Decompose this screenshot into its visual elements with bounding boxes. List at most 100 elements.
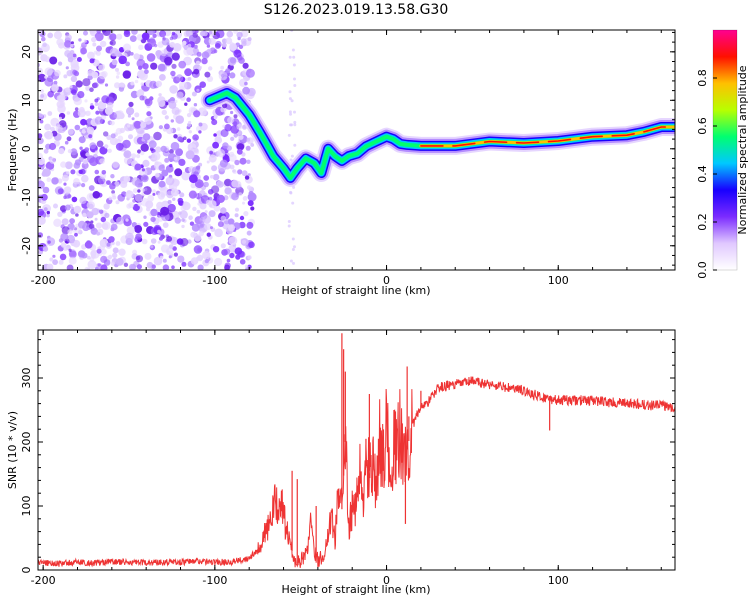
noise-blob xyxy=(118,248,126,256)
noise-blob xyxy=(50,126,55,132)
noise-blob xyxy=(70,44,74,48)
noise-blob xyxy=(147,38,157,48)
noise-blob xyxy=(65,34,72,42)
noise-blob xyxy=(144,187,148,191)
noise-blob xyxy=(49,56,58,65)
noise-blob xyxy=(86,255,91,260)
noise-blob xyxy=(170,70,176,77)
noise-blob xyxy=(170,141,180,151)
noise-blob xyxy=(223,76,227,80)
y-tick-label: 10 xyxy=(20,93,33,107)
noise-blob xyxy=(153,131,162,141)
noise-blob xyxy=(149,96,154,101)
noise-blob xyxy=(140,82,144,86)
noise-blob xyxy=(194,30,199,34)
noise-blob xyxy=(158,164,165,171)
noise-blob xyxy=(213,49,218,54)
spectrogram-frame xyxy=(37,29,676,271)
noise-blob xyxy=(291,48,295,52)
noise-blob xyxy=(158,99,166,108)
noise-blob xyxy=(293,84,297,87)
noise-blob xyxy=(122,139,131,149)
noise-blob xyxy=(173,134,178,139)
noise-blob xyxy=(175,115,184,124)
noise-blob xyxy=(204,259,209,264)
noise-blob xyxy=(182,40,187,46)
noise-blob xyxy=(51,84,59,92)
spectrogram-y-ticks: 20 10 0 -10 -20 xyxy=(20,31,675,266)
noise-blob xyxy=(167,203,176,213)
noise-blob xyxy=(239,215,245,221)
noise-blob xyxy=(77,91,85,99)
noise-blob xyxy=(162,258,167,263)
noise-blob xyxy=(51,177,59,185)
noise-blob xyxy=(239,221,246,229)
noise-blob xyxy=(96,231,101,236)
noise-blob xyxy=(173,252,178,257)
noise-blob xyxy=(222,124,226,128)
noise-blob xyxy=(71,89,77,95)
noise-blob xyxy=(178,158,186,166)
noise-blob xyxy=(149,80,158,89)
noise-blob xyxy=(173,156,178,161)
noise-blob xyxy=(287,133,291,137)
noise-blob xyxy=(155,146,162,153)
noise-blob xyxy=(246,137,251,142)
noise-blob xyxy=(188,190,197,199)
noise-blob xyxy=(193,44,198,49)
noise-blob xyxy=(152,189,156,194)
noise-blob xyxy=(199,81,206,88)
noise-blob xyxy=(161,109,167,116)
noise-blob xyxy=(115,258,124,266)
colorbar-tick-label: 0.2 xyxy=(696,213,709,231)
noise-blob xyxy=(210,226,213,230)
noise-blob xyxy=(89,87,94,92)
x-tick-label: 100 xyxy=(548,274,569,287)
noise-blob xyxy=(115,67,119,72)
noise-blob xyxy=(178,60,187,69)
noise-blob xyxy=(198,65,203,70)
chart-title: S126.2023.019.13.58.G30 xyxy=(264,2,449,18)
noise-blob xyxy=(136,34,144,41)
noise-blob xyxy=(229,164,235,170)
snr-plot-area xyxy=(38,330,675,570)
noise-blob xyxy=(208,37,216,45)
noise-blob xyxy=(116,110,124,117)
noise-blob xyxy=(126,107,135,116)
noise-blob xyxy=(73,162,81,169)
noise-blob xyxy=(63,195,67,200)
noise-blob xyxy=(214,43,221,49)
noise-blob xyxy=(59,253,67,261)
noise-blob xyxy=(111,190,115,194)
noise-blob xyxy=(82,158,89,165)
noise-blob xyxy=(170,236,179,246)
noise-blob xyxy=(91,36,97,43)
colorbar-tick-label: 0.6 xyxy=(696,117,709,135)
noise-blob xyxy=(98,71,107,80)
noise-blob xyxy=(44,56,51,63)
noise-blob xyxy=(143,215,147,219)
noise-blob xyxy=(66,111,71,115)
noise-blob xyxy=(100,40,107,48)
noise-blob xyxy=(170,188,179,197)
noise-blob xyxy=(84,240,93,249)
noise-blob xyxy=(220,74,225,78)
noise-blob xyxy=(178,81,188,90)
noise-blob xyxy=(192,32,198,38)
noise-blob xyxy=(79,196,87,204)
noise-blob xyxy=(84,99,88,103)
noise-blob xyxy=(126,124,131,128)
noise-blob xyxy=(133,120,142,129)
noise-blob xyxy=(203,181,209,188)
noise-blob xyxy=(293,77,296,81)
noise-blob xyxy=(78,169,83,174)
noise-blob xyxy=(183,136,187,140)
noise-blob xyxy=(143,221,149,227)
noise-blob xyxy=(38,208,45,216)
noise-blob xyxy=(204,71,211,78)
noise-blob xyxy=(116,71,121,75)
noise-blob xyxy=(243,211,249,217)
noise-blob xyxy=(213,133,217,137)
noise-blob xyxy=(292,63,296,67)
x-tick-label: -100 xyxy=(202,274,227,287)
